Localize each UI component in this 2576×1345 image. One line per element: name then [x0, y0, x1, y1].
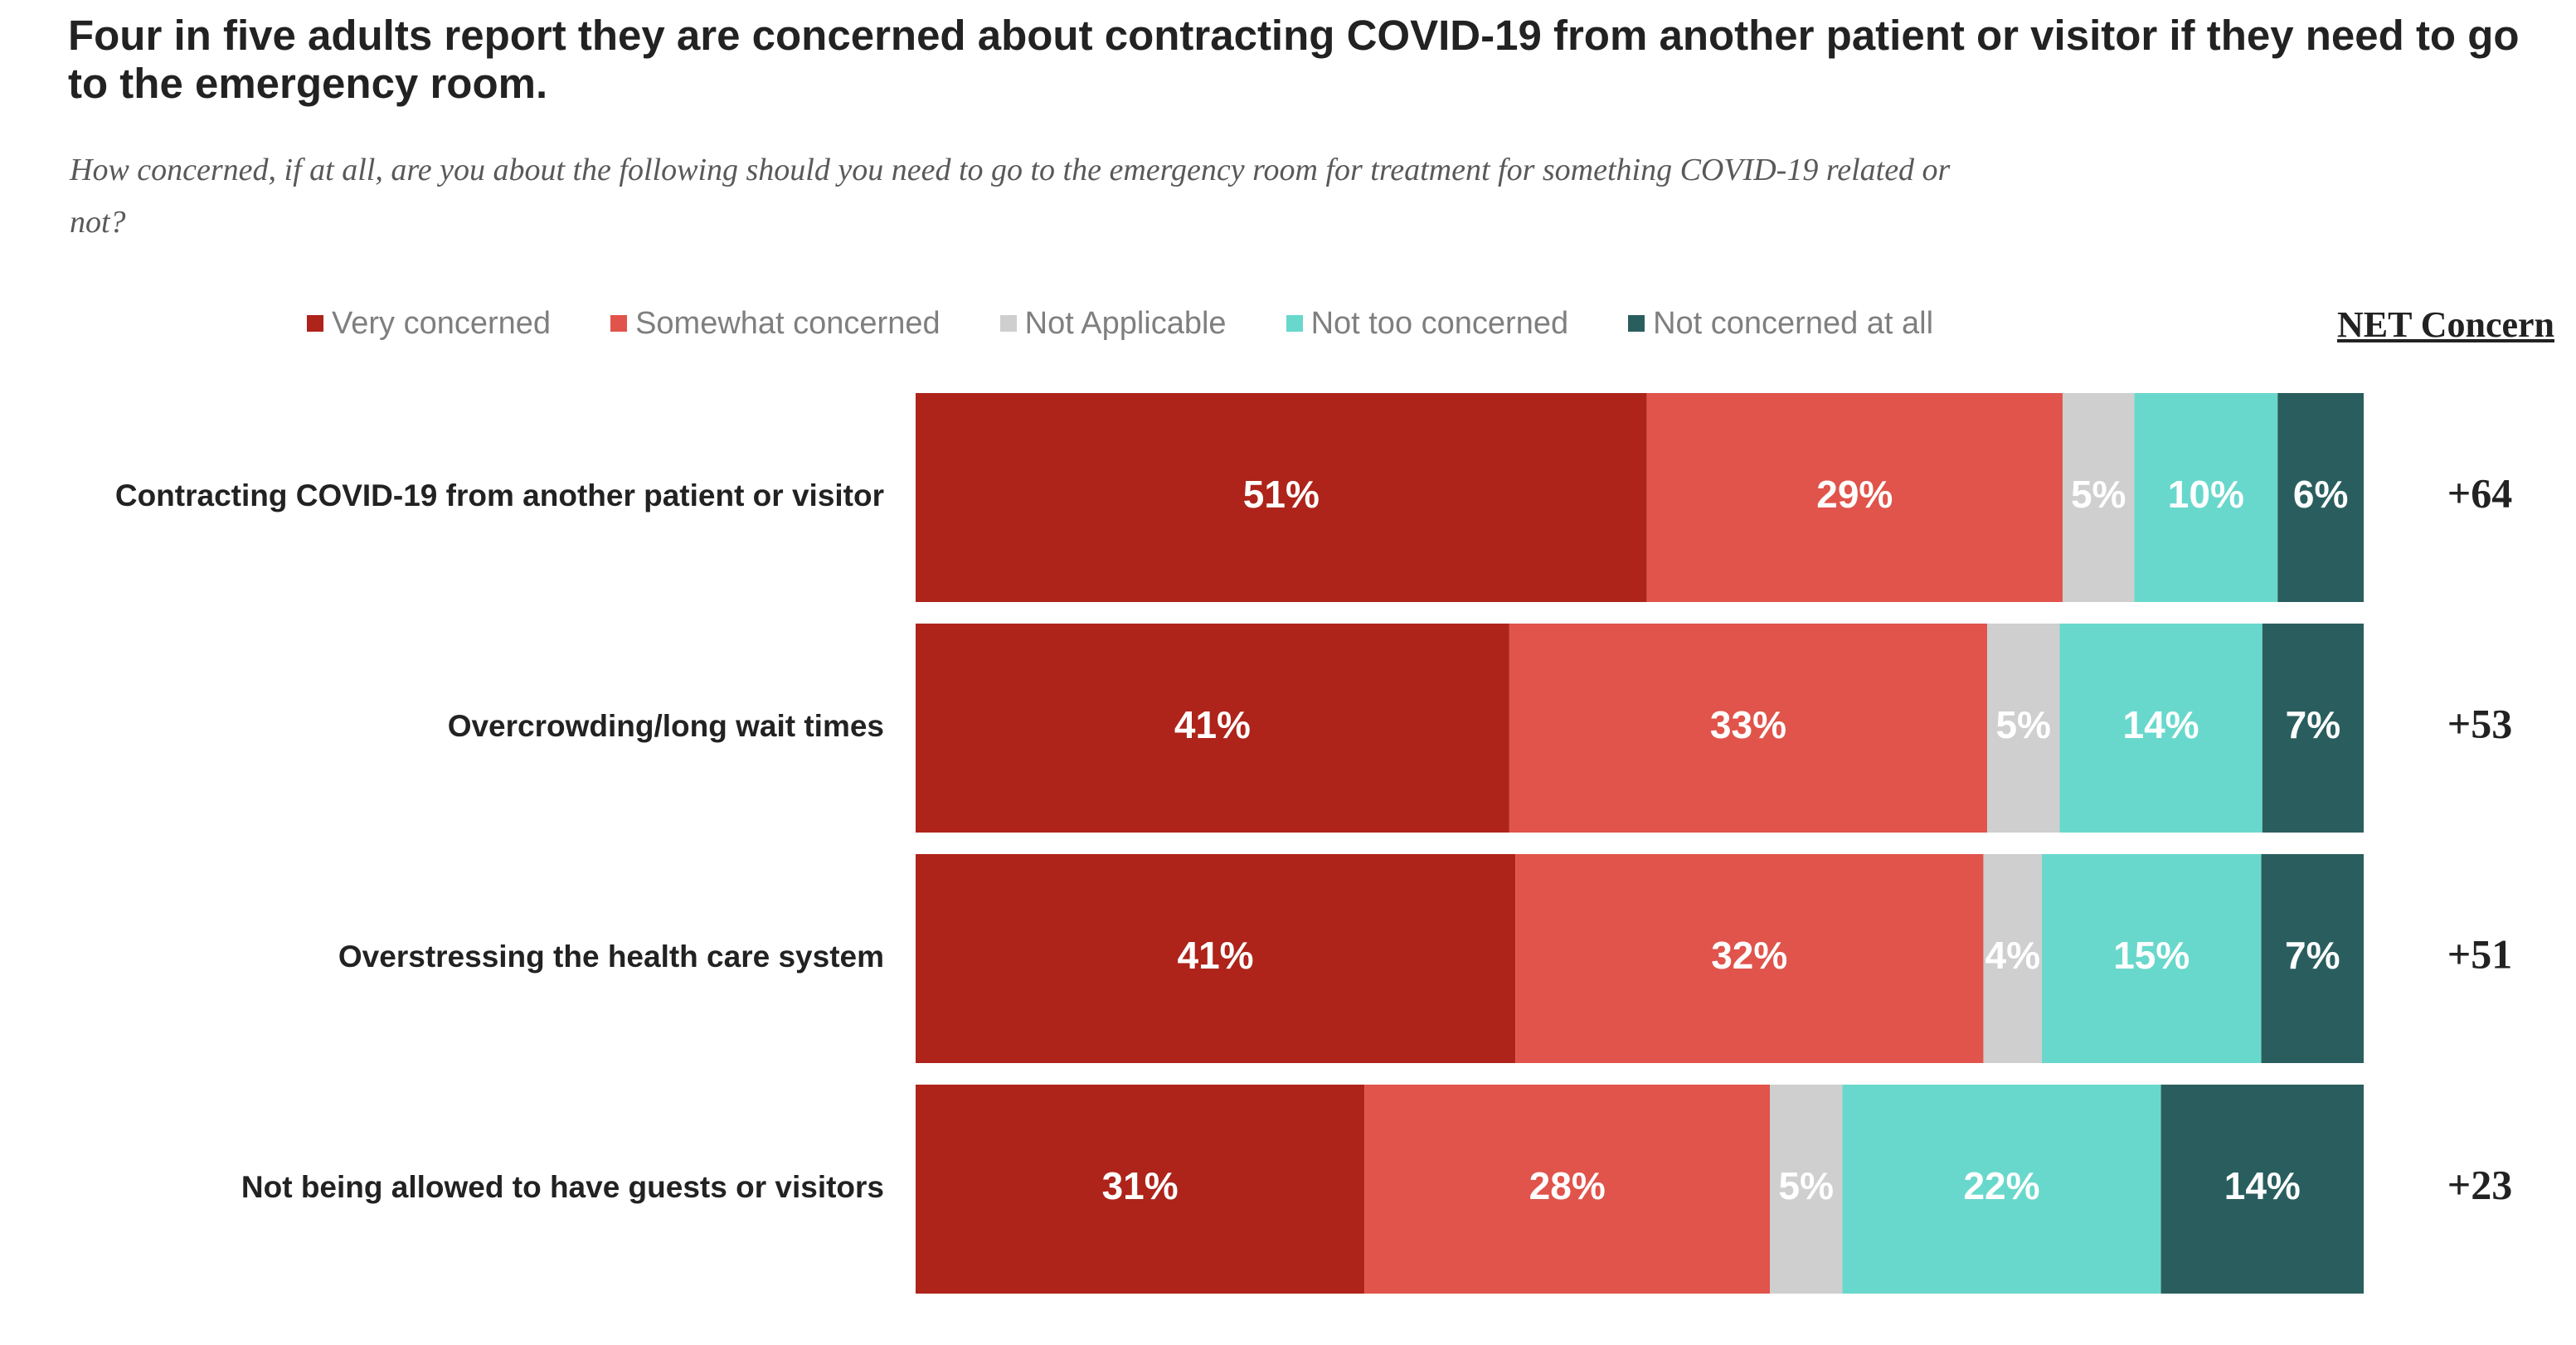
category-label: Overcrowding/long wait times — [448, 709, 884, 743]
data-label: 7% — [2285, 934, 2340, 977]
legend-swatch — [1628, 315, 1645, 332]
bar-segment — [2134, 393, 2278, 602]
net-concern-value: +64 — [2447, 469, 2513, 516]
data-label: 33% — [1710, 703, 1786, 746]
bar-segment — [916, 854, 1516, 1063]
category-label: Not being allowed to have guests or visi… — [241, 1170, 884, 1204]
legend: Very concerned Somewhat concerned Not Appl… — [307, 299, 1993, 348]
data-label: 4% — [1985, 934, 2039, 977]
data-label: 22% — [1963, 1164, 2039, 1207]
net-concern-value: +23 — [2447, 1161, 2513, 1207]
legend-swatch — [307, 315, 323, 332]
legend-swatch — [999, 315, 1017, 332]
bar-segment — [2277, 393, 2364, 602]
net-concern-value: +53 — [2447, 700, 2513, 746]
data-label: 5% — [1779, 1164, 1834, 1207]
legend-item: Very concerned — [307, 306, 551, 342]
legend-item: Somewhat concerned — [610, 306, 940, 342]
chart-title: Four in five adults report they are conc… — [68, 12, 2520, 107]
bar-segment — [1987, 624, 2060, 833]
data-label: 32% — [1711, 934, 1787, 977]
legend-item: Not concerned at all — [1628, 306, 1933, 342]
bar-segment — [916, 1085, 1365, 1294]
bar-segment — [1509, 624, 1988, 833]
bar-segment — [2262, 624, 2364, 833]
data-label: 14% — [2123, 703, 2199, 746]
data-label: 10% — [2168, 473, 2244, 516]
bar-segment — [1364, 1085, 1771, 1294]
bar-segment — [2042, 854, 2262, 1063]
legend-label: Not Applicable — [1024, 305, 1227, 341]
legend-label: Somewhat concerned — [635, 305, 940, 341]
bar-segment — [1770, 1085, 1843, 1294]
data-label: 41% — [1178, 934, 1254, 977]
bar-segment — [1842, 1085, 2161, 1294]
bar-segment — [2059, 624, 2263, 833]
data-label: 41% — [1174, 703, 1251, 746]
data-label: 14% — [2224, 1164, 2301, 1207]
legend-label: Very concerned — [332, 305, 552, 341]
data-label: 31% — [1102, 1164, 1179, 1207]
legend-swatch — [1286, 315, 1303, 332]
bar-segment — [916, 624, 1509, 833]
chart-subtitle: How concerned, if at all, are you about … — [70, 153, 1951, 240]
data-label: 7% — [2286, 703, 2340, 746]
data-label: 29% — [1816, 473, 1893, 516]
category-label: Overstressing the health care system — [338, 940, 884, 974]
net-concern-value: +51 — [2447, 930, 2513, 977]
bar-segment — [2062, 393, 2135, 602]
bar-segment — [1983, 854, 2042, 1063]
data-label: 15% — [2113, 934, 2190, 977]
legend-item: Not Applicable — [999, 305, 1227, 342]
data-label: 6% — [2293, 473, 2348, 516]
data-label: 5% — [2071, 473, 2126, 516]
bar-segment — [2261, 854, 2364, 1063]
bar-segment — [916, 393, 1647, 602]
bar-segment — [1646, 393, 2063, 602]
legend-swatch — [610, 315, 628, 332]
data-label: 28% — [1529, 1164, 1606, 1207]
legend-label: Not concerned at all — [1653, 305, 1934, 341]
net-concern-header: NET Concern — [2337, 304, 2554, 345]
legend-item: Not too concerned — [1286, 305, 1569, 342]
bar-segment — [1515, 854, 1984, 1063]
bar-segment — [2160, 1085, 2364, 1294]
legend-label: Not too concerned — [1310, 305, 1569, 341]
data-label: 5% — [1995, 703, 2050, 746]
category-label: Contracting COVID-19 from another patien… — [115, 478, 884, 512]
data-label: 51% — [1243, 473, 1320, 516]
